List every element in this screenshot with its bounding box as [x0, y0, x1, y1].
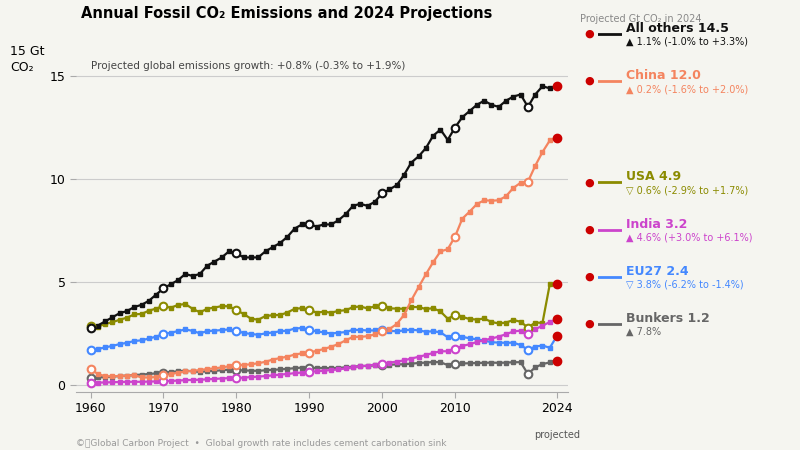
Text: Bunkers 1.2: Bunkers 1.2	[626, 312, 710, 325]
Text: USA 4.9: USA 4.9	[626, 171, 681, 183]
Text: ▲ 0.2% (-1.6% to +2.0%): ▲ 0.2% (-1.6% to +2.0%)	[626, 84, 748, 94]
Text: China 12.0: China 12.0	[626, 69, 701, 82]
Text: All others 14.5: All others 14.5	[626, 22, 729, 35]
Text: India 3.2: India 3.2	[626, 218, 687, 230]
Text: Annual Fossil CO₂ Emissions and 2024 Projections: Annual Fossil CO₂ Emissions and 2024 Pro…	[81, 6, 492, 21]
Text: ●: ●	[584, 272, 594, 282]
Text: ●: ●	[584, 76, 594, 86]
Text: ©ⓘGlobal Carbon Project  •  Global growth rate includes cement carbonation sink: ©ⓘGlobal Carbon Project • Global growth …	[76, 439, 446, 448]
Text: ▲ 4.6% (+3.0% to +6.1%): ▲ 4.6% (+3.0% to +6.1%)	[626, 233, 752, 243]
Text: projected: projected	[534, 430, 580, 441]
Text: ▽ 0.6% (-2.9% to +1.7%): ▽ 0.6% (-2.9% to +1.7%)	[626, 185, 748, 195]
Text: Projected global emissions growth: +0.8% (-0.3% to +1.9%): Projected global emissions growth: +0.8%…	[90, 61, 405, 71]
Text: ▲ 7.8%: ▲ 7.8%	[626, 327, 661, 337]
Text: ●: ●	[584, 29, 594, 39]
Text: EU27 2.4: EU27 2.4	[626, 265, 688, 278]
Text: Projected Gt CO₂ in 2024: Projected Gt CO₂ in 2024	[580, 14, 702, 23]
Text: ▽ 3.8% (-6.2% to -1.4%): ▽ 3.8% (-6.2% to -1.4%)	[626, 280, 743, 290]
Text: 15 Gt
CO₂: 15 Gt CO₂	[10, 45, 45, 74]
Text: ▲ 1.1% (-1.0% to +3.3%): ▲ 1.1% (-1.0% to +3.3%)	[626, 37, 747, 47]
Text: ●: ●	[584, 319, 594, 329]
Text: ●: ●	[584, 177, 594, 187]
Text: ●: ●	[584, 225, 594, 234]
